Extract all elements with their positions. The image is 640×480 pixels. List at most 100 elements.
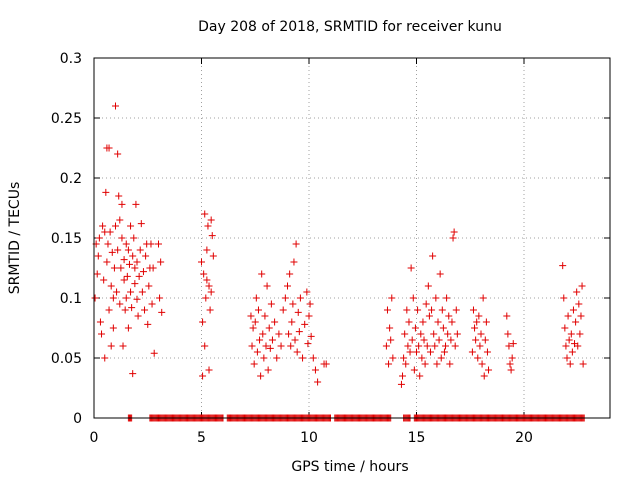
data-point bbox=[124, 246, 132, 254]
data-point bbox=[424, 282, 432, 290]
data-point bbox=[93, 270, 101, 278]
data-point bbox=[435, 336, 443, 344]
data-point bbox=[120, 256, 128, 264]
data-point bbox=[150, 349, 158, 357]
data-point bbox=[260, 354, 268, 362]
data-point bbox=[207, 216, 215, 224]
data-point bbox=[119, 342, 127, 350]
data-point bbox=[207, 288, 215, 296]
data-point bbox=[423, 342, 431, 350]
data-point bbox=[209, 252, 217, 260]
data-point bbox=[411, 324, 419, 332]
data-point bbox=[101, 354, 109, 362]
data-point bbox=[577, 312, 585, 320]
data-point bbox=[275, 330, 283, 338]
data-point bbox=[247, 312, 255, 320]
data-point bbox=[142, 252, 150, 260]
data-point bbox=[147, 240, 155, 248]
data-point bbox=[417, 330, 425, 338]
data-point bbox=[248, 342, 256, 350]
data-point bbox=[286, 270, 294, 278]
data-point bbox=[149, 264, 157, 272]
data-point bbox=[397, 380, 405, 388]
data-point bbox=[309, 354, 317, 362]
data-point bbox=[413, 348, 420, 356]
data-point bbox=[281, 294, 289, 302]
data-point bbox=[422, 300, 430, 308]
data-point bbox=[120, 276, 128, 284]
data-point bbox=[453, 330, 461, 338]
data-point bbox=[204, 222, 212, 230]
data-point bbox=[483, 348, 491, 356]
data-point bbox=[252, 294, 260, 302]
data-point bbox=[307, 332, 315, 340]
data-point bbox=[102, 188, 110, 196]
data-point bbox=[124, 324, 132, 332]
data-point bbox=[250, 360, 258, 368]
data-point bbox=[136, 246, 144, 254]
x-tick-label: 0 bbox=[90, 430, 99, 446]
data-point bbox=[451, 342, 459, 350]
data-point bbox=[157, 258, 165, 266]
data-point bbox=[408, 336, 416, 344]
data-point bbox=[116, 300, 124, 308]
data-point bbox=[200, 270, 208, 278]
data-point bbox=[574, 342, 582, 350]
data-point bbox=[103, 258, 111, 266]
data-point bbox=[116, 216, 124, 224]
data-point bbox=[482, 318, 490, 326]
data-point bbox=[96, 318, 104, 326]
data-point bbox=[446, 360, 454, 368]
data-point bbox=[271, 318, 279, 326]
data-point bbox=[429, 252, 437, 260]
data-point bbox=[436, 270, 444, 278]
data-point bbox=[128, 304, 136, 312]
data-point bbox=[259, 330, 267, 338]
data-point bbox=[290, 258, 298, 266]
x-tick-label: 15 bbox=[408, 430, 426, 446]
data-point bbox=[444, 330, 452, 338]
x-tick-label: 20 bbox=[515, 430, 533, 446]
data-point bbox=[564, 312, 572, 320]
data-point bbox=[109, 294, 117, 302]
data-point bbox=[203, 246, 211, 254]
data-point bbox=[127, 288, 135, 296]
chart-title: Day 208 of 2018, SRMTID for receiver kun… bbox=[198, 19, 502, 35]
data-point bbox=[475, 312, 483, 320]
y-tick-label: 0 bbox=[73, 411, 82, 427]
data-point bbox=[409, 294, 417, 302]
data-point bbox=[131, 280, 139, 288]
data-point bbox=[145, 282, 153, 290]
data-point bbox=[266, 344, 274, 352]
data-point bbox=[112, 222, 119, 230]
data-point bbox=[133, 258, 141, 266]
data-point bbox=[440, 348, 448, 356]
data-point bbox=[91, 294, 99, 302]
data-point bbox=[127, 222, 135, 230]
data-point bbox=[95, 234, 103, 242]
data-point bbox=[311, 366, 319, 374]
data-point bbox=[578, 282, 586, 290]
data-point bbox=[205, 366, 213, 374]
data-point bbox=[402, 360, 410, 368]
data-point bbox=[123, 272, 131, 280]
data-point bbox=[433, 360, 441, 368]
data-point bbox=[206, 306, 214, 314]
data-point bbox=[122, 240, 130, 248]
data-point bbox=[285, 330, 293, 338]
data-point bbox=[131, 264, 139, 272]
data-point bbox=[382, 342, 390, 350]
data-points bbox=[91, 102, 588, 422]
data-point bbox=[198, 258, 205, 266]
data-point bbox=[107, 282, 115, 290]
data-point bbox=[399, 372, 407, 380]
data-point bbox=[292, 240, 300, 248]
data-point bbox=[107, 342, 115, 350]
data-point bbox=[117, 264, 125, 272]
data-point bbox=[106, 228, 114, 236]
data-point bbox=[205, 282, 213, 290]
data-point bbox=[109, 324, 117, 332]
data-point bbox=[559, 262, 567, 270]
data-point bbox=[566, 360, 574, 368]
